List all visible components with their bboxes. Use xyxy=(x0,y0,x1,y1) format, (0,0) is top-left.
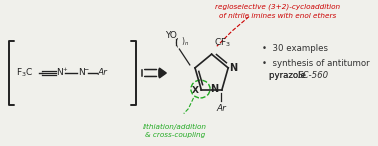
Text: N: N xyxy=(210,84,218,94)
Text: $\mathsf{F_3C}$: $\mathsf{F_3C}$ xyxy=(15,67,33,79)
Text: •  synthesis of antitumor: • synthesis of antitumor xyxy=(262,59,370,68)
Text: $\mathsf{CF_3}$: $\mathsf{CF_3}$ xyxy=(214,37,231,49)
Text: Ar: Ar xyxy=(98,68,107,78)
Polygon shape xyxy=(159,68,166,78)
Text: & cross-coupling: & cross-coupling xyxy=(145,132,205,138)
Text: N: N xyxy=(229,63,237,73)
Text: N: N xyxy=(78,68,85,78)
Text: regioselective (3+2)-cycloaddition: regioselective (3+2)-cycloaddition xyxy=(215,4,341,10)
Text: $\mathit{)_n}$: $\mathit{)_n}$ xyxy=(181,36,189,48)
Text: •  30 examples: • 30 examples xyxy=(262,44,328,53)
Text: of nitrile imines with enol ethers: of nitrile imines with enol ethers xyxy=(219,13,336,19)
Text: Ar: Ar xyxy=(216,104,226,113)
Text: SC-560: SC-560 xyxy=(298,72,329,80)
Text: (: ( xyxy=(174,37,178,47)
Text: lithiation/addition: lithiation/addition xyxy=(143,124,207,130)
Text: pyrazole: pyrazole xyxy=(269,72,309,80)
Text: X: X xyxy=(192,86,199,94)
Text: YO: YO xyxy=(166,31,177,40)
Text: $-$: $-$ xyxy=(84,67,90,72)
Text: N: N xyxy=(56,68,63,78)
Text: pyrazole: pyrazole xyxy=(269,72,309,80)
Text: $+$: $+$ xyxy=(62,65,68,73)
